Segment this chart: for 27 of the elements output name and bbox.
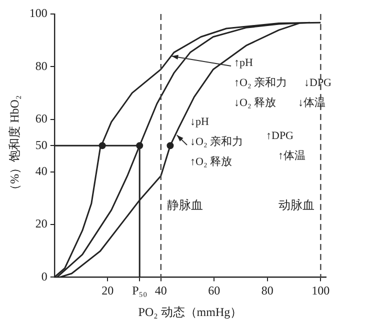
ref-line-label: 静脉血 xyxy=(166,198,203,212)
annotation: ↑DPG xyxy=(266,130,294,142)
annotation: ↑O₂ 亲和力 xyxy=(234,76,288,89)
y-tick-label: 80 xyxy=(35,58,48,73)
annotation: ↑O₂ 释放 xyxy=(190,156,232,168)
x-tick-label: 60 xyxy=(208,284,220,298)
annotation: ↓pH xyxy=(190,116,209,128)
ref-line-label: 动脉血 xyxy=(278,198,315,212)
annotation: ↓O₂ 释放 xyxy=(234,96,276,109)
y-tick-label: 40 xyxy=(35,164,48,178)
annotation: ↑pH xyxy=(234,56,253,69)
x-axis-title: PO₂ 动态（mmHg） xyxy=(138,304,242,319)
annotation: ↑体温 xyxy=(278,150,306,162)
x-tick-label: 80 xyxy=(261,284,274,298)
y-axis-title: （%）饱和度 HbO₂ xyxy=(7,95,22,196)
x-tick-label: 100 xyxy=(312,284,330,298)
y-tick-label: 20 xyxy=(35,216,48,231)
annotation: ↓DPG xyxy=(304,76,332,89)
annotation: ↓体温 xyxy=(298,96,326,109)
x-tick-label: 40 xyxy=(154,284,167,298)
y-tick-label: 50 xyxy=(35,138,48,152)
y-tick-label: 100 xyxy=(29,6,48,20)
y-tick-label: 0 xyxy=(41,269,48,284)
x-tick-label: P₅₀ xyxy=(132,284,148,298)
annotation: ↓O₂ 亲和力 xyxy=(190,134,244,148)
y-tick-label: 60 xyxy=(35,111,48,126)
x-tick-label: 20 xyxy=(102,284,114,298)
